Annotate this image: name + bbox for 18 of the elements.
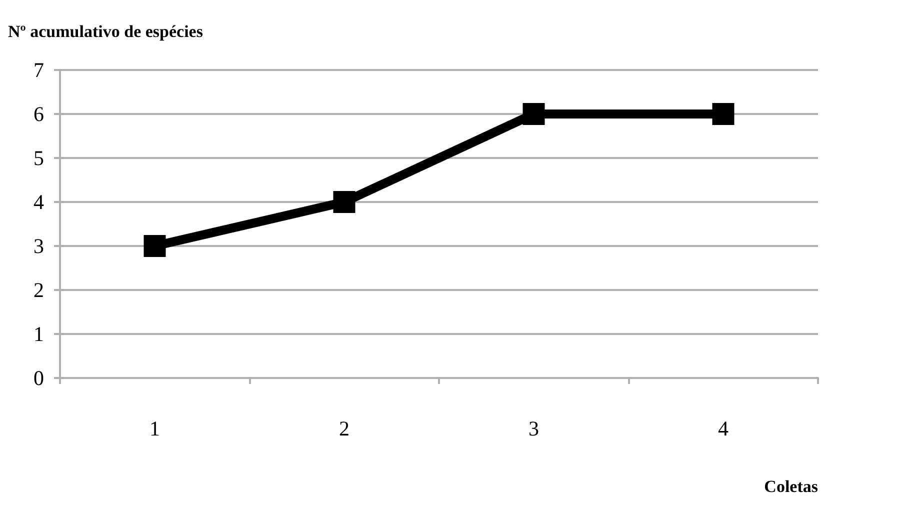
- y-axis-title: Nº acumulativo de espécies: [8, 22, 204, 41]
- y-tick-label: 6: [34, 102, 44, 126]
- point: [144, 235, 166, 257]
- y-tick-label: 5: [34, 146, 44, 170]
- x-tick-label: 3: [528, 416, 539, 440]
- y-tick-label: 2: [34, 278, 44, 302]
- point: [712, 103, 734, 125]
- y-tick-label: 1: [34, 322, 44, 346]
- x-tick-label: 4: [718, 416, 729, 440]
- x-tick-label: 1: [150, 416, 160, 440]
- point: [333, 191, 356, 213]
- point: [522, 103, 545, 125]
- y-tick-label: 0: [34, 366, 44, 390]
- y-tick-label: 4: [34, 190, 44, 214]
- y-tick-label: 3: [34, 234, 44, 258]
- x-axis-title: Coletas: [764, 477, 818, 496]
- y-tick-label: 7: [34, 58, 44, 82]
- x-tick-label: 2: [339, 416, 350, 440]
